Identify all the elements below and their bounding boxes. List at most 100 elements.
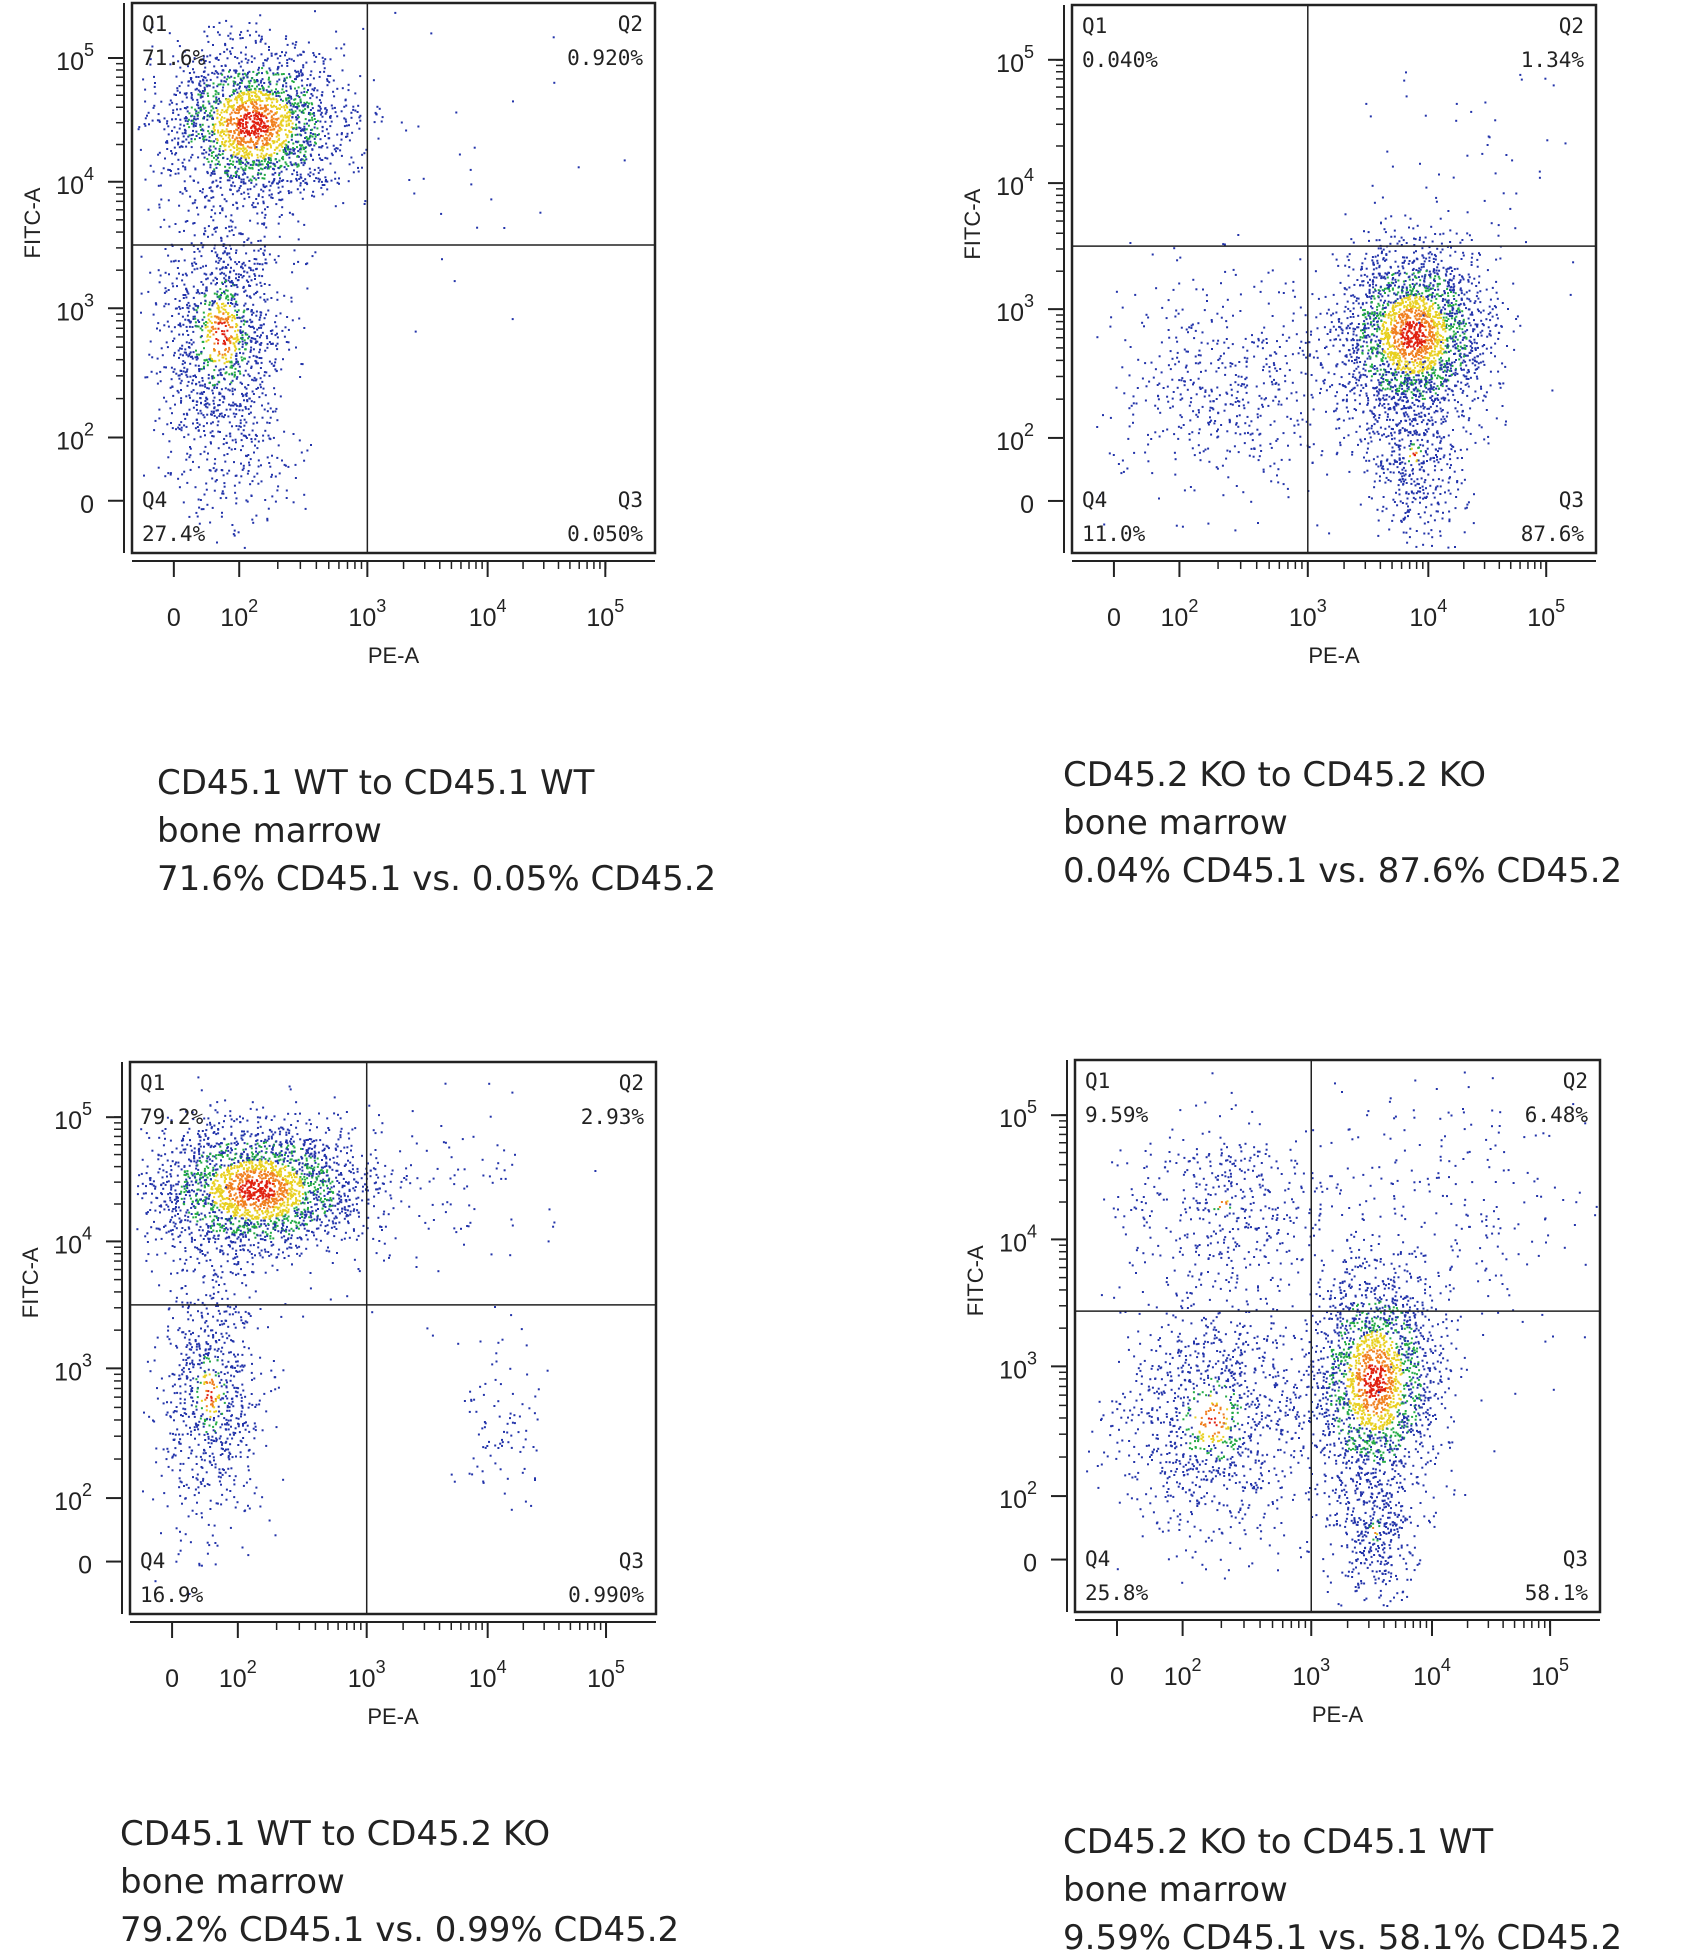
data-point: [430, 32, 433, 35]
data-point: [172, 111, 175, 114]
data-point: [189, 468, 192, 471]
data-point: [190, 78, 192, 81]
data-point: [217, 404, 220, 407]
data-point: [359, 119, 362, 122]
data-point: [1408, 327, 1411, 330]
data-point: [269, 144, 272, 147]
data-point: [291, 80, 294, 83]
data-point: [1393, 335, 1396, 338]
data-point: [1467, 317, 1470, 320]
data-point: [1415, 276, 1418, 279]
data-point: [263, 216, 266, 219]
data-point: [188, 112, 191, 115]
data-point: [316, 127, 319, 130]
data-point: [1444, 501, 1447, 504]
data-point: [1362, 284, 1365, 287]
data-point: [276, 90, 279, 93]
data-point: [275, 344, 278, 347]
data-point: [205, 273, 208, 276]
data-point: [209, 114, 212, 117]
data-point: [229, 120, 232, 122]
data-point: [204, 385, 207, 388]
data-point: [197, 93, 200, 96]
data-point: [233, 529, 236, 532]
data-point: [300, 53, 303, 56]
data-point: [1405, 337, 1408, 340]
data-point: [195, 291, 198, 294]
data-point: [280, 114, 283, 117]
data-point: [1413, 371, 1416, 374]
data-point: [229, 188, 232, 191]
data-point: [274, 334, 277, 337]
data-point: [242, 311, 245, 314]
data-point: [304, 103, 307, 105]
data-point: [256, 79, 258, 81]
data-point: [315, 55, 318, 58]
data-point: [178, 127, 181, 130]
tick-exponent: 5: [614, 596, 624, 616]
data-point: [283, 335, 286, 338]
data-point: [1409, 301, 1411, 304]
data-point: [225, 111, 228, 114]
data-point: [236, 324, 239, 327]
data-point: [1450, 305, 1453, 307]
data-point: [197, 466, 200, 469]
data-point: [283, 77, 286, 80]
data-point: [212, 412, 215, 414]
data-point: [177, 260, 180, 263]
data-point: [235, 300, 238, 303]
data-point: [313, 60, 316, 63]
data-point: [1305, 331, 1308, 334]
data-point: [1341, 332, 1344, 335]
data-point: [231, 387, 234, 390]
data-point: [210, 196, 213, 199]
data-point: [1431, 372, 1434, 375]
data-point: [285, 146, 287, 149]
data-point: [231, 379, 234, 382]
data-point: [258, 128, 261, 131]
data-point: [226, 453, 229, 455]
data-point: [186, 123, 189, 125]
data-point: [237, 118, 240, 121]
data-point: [200, 129, 202, 132]
data-point: [254, 92, 257, 94]
data-point: [311, 135, 314, 138]
data-point: [373, 121, 376, 124]
data-point: [220, 515, 223, 518]
data-point: [310, 154, 313, 157]
data-point: [184, 187, 187, 189]
data-point: [277, 117, 280, 120]
data-point: [1323, 326, 1326, 329]
data-point: [260, 334, 262, 337]
data-point: [326, 84, 329, 87]
data-point: [252, 393, 255, 395]
data-point: [345, 104, 348, 107]
data-point: [334, 177, 337, 180]
data-point: [193, 234, 196, 237]
data-point: [201, 246, 204, 249]
data-point: [300, 451, 303, 454]
data-point: [243, 304, 246, 307]
data-point: [233, 371, 236, 374]
data-point: [230, 184, 233, 187]
data-point: [185, 145, 188, 148]
data-point: [277, 166, 280, 169]
data-point: [1392, 330, 1395, 333]
data-point: [1477, 346, 1479, 349]
data-point: [250, 367, 253, 369]
data-point: [1434, 258, 1437, 261]
data-point: [305, 181, 308, 184]
data-point: [290, 130, 293, 133]
data-point: [281, 198, 284, 201]
data-point: [1379, 247, 1382, 250]
data-point: [224, 170, 227, 173]
data-point: [222, 312, 225, 315]
data-point: [187, 118, 190, 121]
data-point: [364, 200, 367, 203]
data-point: [185, 341, 188, 344]
data-point: [234, 309, 237, 312]
data-point: [251, 167, 254, 170]
data-point: [1479, 361, 1482, 364]
data-point: [285, 85, 288, 88]
data-point: [1442, 336, 1444, 339]
